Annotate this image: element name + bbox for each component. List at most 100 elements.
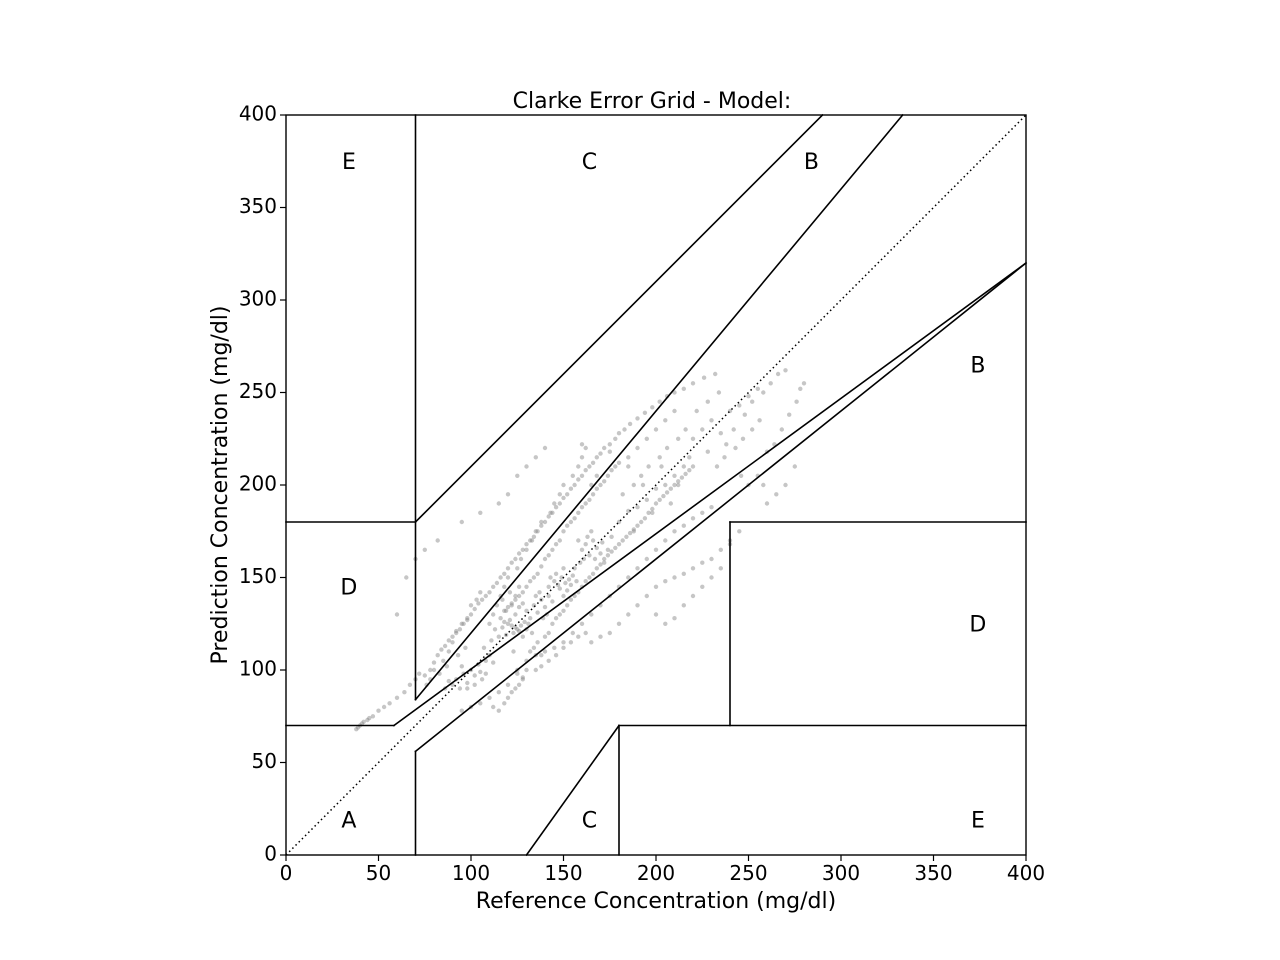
scatter-point <box>509 603 514 608</box>
scatter-point <box>690 436 696 441</box>
scatter-point <box>561 608 566 613</box>
scatter-point <box>572 482 577 488</box>
scatter-point <box>579 442 585 447</box>
scatter-point <box>407 682 413 687</box>
scatter-point <box>594 473 599 478</box>
scatter-point <box>664 445 670 451</box>
scatter-point <box>568 582 574 588</box>
scatter-point <box>650 510 655 515</box>
scatter-point <box>676 436 681 441</box>
scatter-point <box>552 501 557 506</box>
scatter-point <box>750 427 755 432</box>
scatter-point <box>524 608 529 613</box>
scatter-point <box>668 501 673 506</box>
scatter-point <box>635 445 640 451</box>
scatter-point <box>598 551 603 556</box>
scatter-point <box>576 538 581 543</box>
scatter-point <box>546 658 551 663</box>
scatter-point <box>370 714 376 719</box>
scatter-point <box>533 455 538 460</box>
scatter-point <box>700 560 705 565</box>
scatter-point <box>454 628 459 634</box>
scatter-point <box>387 701 392 706</box>
scatter-point <box>646 464 651 469</box>
scatter-point <box>361 719 366 724</box>
scatter-point <box>579 621 585 626</box>
scatter-point <box>354 727 359 732</box>
scatter-point <box>550 510 555 515</box>
scatter-point <box>463 645 468 650</box>
scatter-point <box>664 490 670 495</box>
scatter-point <box>481 645 487 650</box>
scatter-point <box>542 604 548 610</box>
scatter-point <box>561 495 566 501</box>
scatter-point <box>590 538 596 543</box>
scatter-point <box>635 523 640 528</box>
scatter-point <box>550 621 555 626</box>
zone-label-c: C <box>582 150 597 175</box>
scatter-point <box>644 556 649 562</box>
scatter-point <box>794 399 799 404</box>
scatter-point <box>487 590 492 595</box>
scatter-point <box>676 479 681 484</box>
scatter-point <box>561 645 566 650</box>
scatter-point <box>681 603 686 608</box>
scatter-point <box>513 612 518 617</box>
scatter-point <box>616 460 622 465</box>
scatter-point <box>505 695 511 700</box>
scatter-point <box>465 616 470 621</box>
scatter-point <box>718 547 723 552</box>
scatter-point <box>672 473 677 478</box>
scatter-point <box>583 579 588 584</box>
scatter-point <box>755 386 760 391</box>
scatter-point <box>609 549 614 554</box>
scatter-point <box>505 621 511 626</box>
scatter-point <box>522 619 527 625</box>
scatter-point <box>502 571 507 576</box>
scatter-point <box>750 399 755 404</box>
scatter-point <box>620 538 625 543</box>
scatter-point <box>557 501 562 506</box>
scatter-point <box>570 630 575 636</box>
scatter-point <box>709 556 714 562</box>
scatter-point <box>589 612 594 617</box>
scatter-point <box>439 647 444 652</box>
scatter-point <box>605 473 611 478</box>
scatter-point <box>639 473 644 478</box>
scatter-point <box>609 534 614 539</box>
scatter-point <box>587 497 592 502</box>
scatter-point <box>587 575 592 580</box>
scatter-point <box>511 649 516 654</box>
scatter-point <box>657 497 662 502</box>
y-axis-label: Prediction Concentration (mg/dl) <box>208 306 233 665</box>
scatter-point <box>367 715 372 721</box>
scatter-point <box>640 482 646 488</box>
scatter-point <box>478 669 483 675</box>
scatter-point <box>500 625 505 630</box>
scatter-point <box>585 534 590 539</box>
scatter-point <box>553 505 559 510</box>
zone-boundary-line <box>414 113 904 701</box>
scatter-point <box>561 640 566 645</box>
zone-label-b: B <box>804 150 819 175</box>
scatter-point <box>598 562 603 567</box>
scatter-point <box>570 573 575 578</box>
zone-label-e: E <box>342 150 356 175</box>
scatter-point <box>550 599 555 604</box>
scatter-point <box>441 658 446 663</box>
scatter-point <box>516 593 522 599</box>
scatter-point <box>761 482 766 488</box>
y-tick-label: 350 <box>239 194 277 218</box>
scatter-point <box>509 690 514 695</box>
scatter-point <box>701 375 707 380</box>
zone-boundary-line <box>414 113 824 524</box>
scatter-point <box>659 464 664 469</box>
scatter-point <box>690 464 696 469</box>
scatter-point <box>435 538 440 543</box>
scatter-point <box>576 634 581 639</box>
scatter-point <box>592 556 598 562</box>
scatter-point <box>446 678 451 684</box>
scatter-point <box>764 501 770 506</box>
scatter-point <box>479 597 485 602</box>
scatter-point <box>520 547 525 552</box>
